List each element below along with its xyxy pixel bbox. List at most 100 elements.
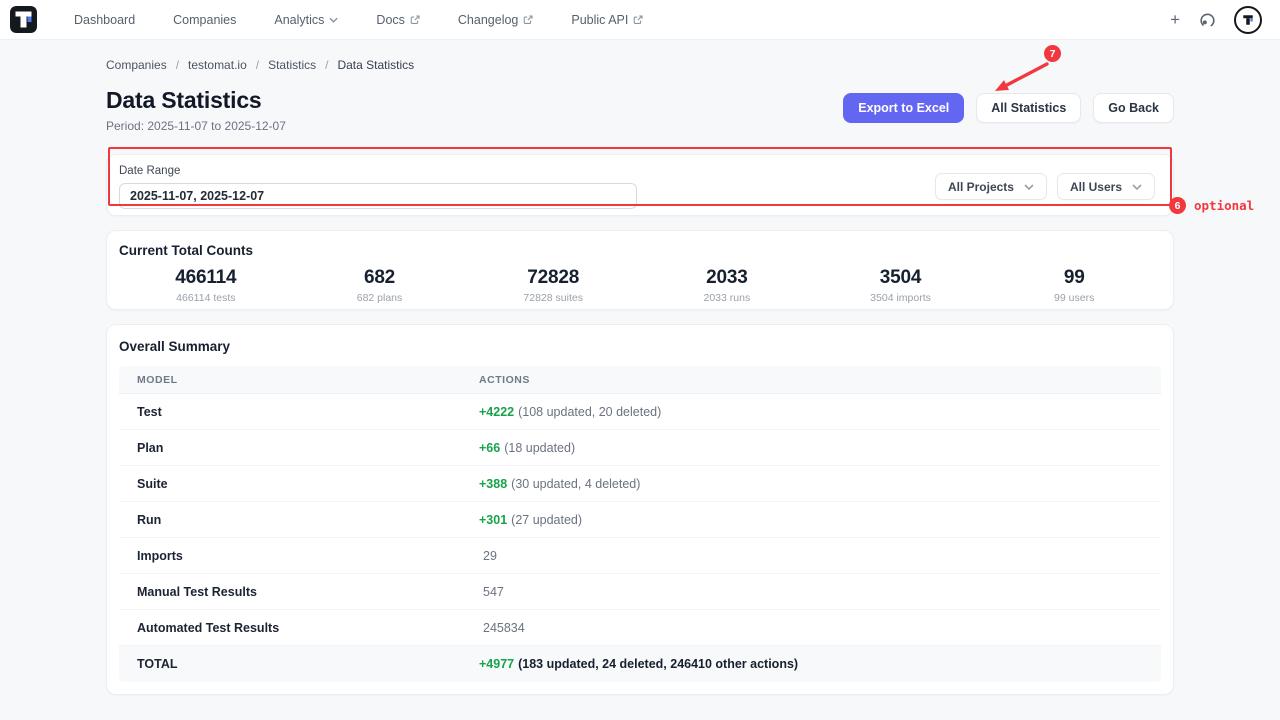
table-row-imports: Imports 29 bbox=[119, 538, 1161, 574]
annotation-optional-label: optional bbox=[1194, 198, 1255, 213]
external-link-icon bbox=[634, 14, 643, 24]
nav-item-companies[interactable]: Companies bbox=[154, 13, 255, 27]
table-row-test: Test +4222 (108 updated, 20 deleted) bbox=[119, 394, 1161, 430]
breadcrumb-company[interactable]: testomat.io bbox=[188, 58, 247, 72]
nav-item-label: Public API bbox=[571, 12, 629, 27]
page-title: Data Statistics bbox=[106, 87, 262, 113]
activity-feed-button[interactable] bbox=[1198, 11, 1216, 29]
model-cell: Plan bbox=[137, 440, 164, 455]
nav-item-docs[interactable]: Docs bbox=[357, 13, 438, 27]
chevron-down-icon bbox=[1132, 183, 1142, 190]
stats-row: 466114 466114 tests 682 682 plans 72828 … bbox=[119, 267, 1161, 304]
top-nav: Dashboard Companies Analytics Docs Chang… bbox=[0, 0, 1280, 40]
nav-item-changelog[interactable]: Changelog bbox=[439, 13, 552, 27]
added-count: +301 bbox=[479, 512, 508, 527]
testomat-logo[interactable] bbox=[10, 6, 37, 33]
model-cell: Suite bbox=[137, 476, 168, 491]
users-filter-value: All Users bbox=[1069, 179, 1122, 194]
model-cell: Manual Test Results bbox=[137, 584, 257, 599]
action-detail: (18 updated) bbox=[504, 440, 576, 455]
feed-icon bbox=[1200, 12, 1215, 26]
summary-title: Overall Summary bbox=[119, 339, 231, 354]
date-range-input[interactable] bbox=[119, 183, 637, 209]
action-detail: (27 updated) bbox=[511, 512, 583, 527]
table-row-run: Run +301 (27 updated) bbox=[119, 502, 1161, 538]
model-cell: Imports bbox=[137, 548, 183, 563]
stat-value: 99 bbox=[1063, 267, 1085, 288]
nav-item-public-api[interactable]: Public API bbox=[552, 13, 662, 27]
stat-label: 72828 suites bbox=[523, 292, 583, 304]
add-button[interactable]: + bbox=[1170, 11, 1180, 28]
stat-value: 466114 bbox=[175, 267, 237, 288]
stat-tests: 466114 466114 tests bbox=[119, 267, 293, 304]
stat-value: 3504 bbox=[879, 267, 922, 288]
action-detail: 547 bbox=[483, 584, 504, 599]
nav-item-label: Changelog bbox=[457, 12, 519, 27]
table-header-row: MODEL ACTIONS bbox=[119, 366, 1161, 394]
model-cell: TOTAL bbox=[137, 657, 178, 671]
actions-cell: +66 (18 updated) bbox=[461, 441, 1161, 455]
page-header: Data Statistics Period: 2025-11-07 to 20… bbox=[106, 87, 1174, 133]
export-to-excel-button[interactable]: Export to Excel bbox=[843, 93, 965, 123]
external-link-icon bbox=[410, 14, 420, 24]
actions-cell: 547 bbox=[461, 585, 1161, 599]
table-row-plan: Plan +66 (18 updated) bbox=[119, 430, 1161, 466]
date-range-panel: Date Range All Projects All Users bbox=[106, 154, 1174, 216]
stat-label: 3504 imports bbox=[870, 292, 931, 304]
page-container: Companies / testomat.io / Statistics / D… bbox=[106, 40, 1174, 720]
all-statistics-button[interactable]: All Statistics bbox=[976, 93, 1082, 123]
stat-label: 2033 runs bbox=[703, 292, 751, 304]
stat-label: 466114 tests bbox=[176, 292, 236, 304]
chevron-down-icon bbox=[329, 17, 339, 23]
projects-filter-value: All Projects bbox=[947, 179, 1014, 194]
stat-users: 99 99 users bbox=[987, 267, 1161, 304]
actions-cell: 29 bbox=[461, 549, 1161, 563]
summary-table: MODEL ACTIONS Test +4222 (108 updated, 20… bbox=[119, 366, 1161, 682]
table-row-manual-test-results: Manual Test Results 547 bbox=[119, 574, 1161, 610]
actions-cell: +388 (30 updated, 4 deleted) bbox=[461, 477, 1161, 491]
added-count: +4222 bbox=[479, 404, 515, 419]
table-row-total: TOTAL +4977 (183 updated, 24 deleted, 246… bbox=[119, 646, 1161, 682]
breadcrumb-data-statistics: Data Statistics bbox=[337, 58, 415, 72]
table-row-automated-test-results: Automated Test Results 245834 bbox=[119, 610, 1161, 646]
table-row-suite: Suite +388 (30 updated, 4 deleted) bbox=[119, 466, 1161, 502]
action-detail: (183 updated, 24 deleted, 246410 other a… bbox=[518, 657, 799, 671]
actions-cell: +301 (27 updated) bbox=[461, 513, 1161, 527]
stat-plans: 682 682 plans bbox=[293, 267, 467, 304]
avatar-logo-icon bbox=[1243, 14, 1253, 25]
stat-value: 682 bbox=[363, 267, 396, 288]
counts-title: Current Total Counts bbox=[119, 243, 253, 258]
breadcrumb: Companies / testomat.io / Statistics / D… bbox=[106, 58, 1174, 72]
actions-cell: +4977 (183 updated, 24 deleted, 246410 ot… bbox=[461, 657, 1161, 671]
date-range-label: Date Range bbox=[119, 165, 181, 177]
actions-cell: +4222 (108 updated, 20 deleted) bbox=[461, 405, 1161, 419]
nav-item-analytics[interactable]: Analytics bbox=[255, 13, 357, 27]
go-back-button[interactable]: Go Back bbox=[1093, 93, 1174, 123]
actions-cell: 245834 bbox=[461, 621, 1161, 635]
stat-label: 682 plans bbox=[356, 292, 403, 304]
users-filter-select[interactable]: All Users bbox=[1056, 173, 1155, 200]
breadcrumb-companies[interactable]: Companies bbox=[106, 58, 167, 72]
current-total-counts-panel: Current Total Counts 466114 466114 tests… bbox=[106, 230, 1174, 310]
user-avatar[interactable] bbox=[1234, 5, 1262, 34]
stat-value: 72828 bbox=[527, 267, 580, 288]
stat-suites: 72828 72828 suites bbox=[466, 267, 640, 304]
breadcrumb-statistics[interactable]: Statistics bbox=[268, 58, 317, 72]
added-count: +388 bbox=[479, 476, 508, 491]
overall-summary-panel: Overall Summary MODEL ACTIONS Test +4222… bbox=[106, 324, 1174, 695]
header-actions: Export to Excel All Statistics Go Back bbox=[843, 93, 1174, 123]
plus-icon: + bbox=[1170, 10, 1180, 29]
column-header-actions: ACTIONS bbox=[479, 373, 530, 386]
breadcrumb-separator: / bbox=[325, 58, 329, 72]
breadcrumb-separator: / bbox=[255, 58, 260, 72]
nav-items: Dashboard Companies Analytics Docs Chang… bbox=[55, 13, 662, 27]
period-text: Period: 2025-11-07 to 2025-12-07 bbox=[106, 119, 286, 133]
nav-item-dashboard[interactable]: Dashboard bbox=[55, 13, 154, 27]
stat-label: 99 users bbox=[1054, 292, 1095, 304]
external-link-icon bbox=[524, 14, 533, 24]
action-detail: 245834 bbox=[483, 620, 525, 635]
model-cell: Run bbox=[137, 512, 162, 527]
stat-runs: 2033 2033 runs bbox=[640, 267, 814, 304]
column-header-model: MODEL bbox=[137, 373, 178, 386]
projects-filter-select[interactable]: All Projects bbox=[934, 173, 1047, 200]
